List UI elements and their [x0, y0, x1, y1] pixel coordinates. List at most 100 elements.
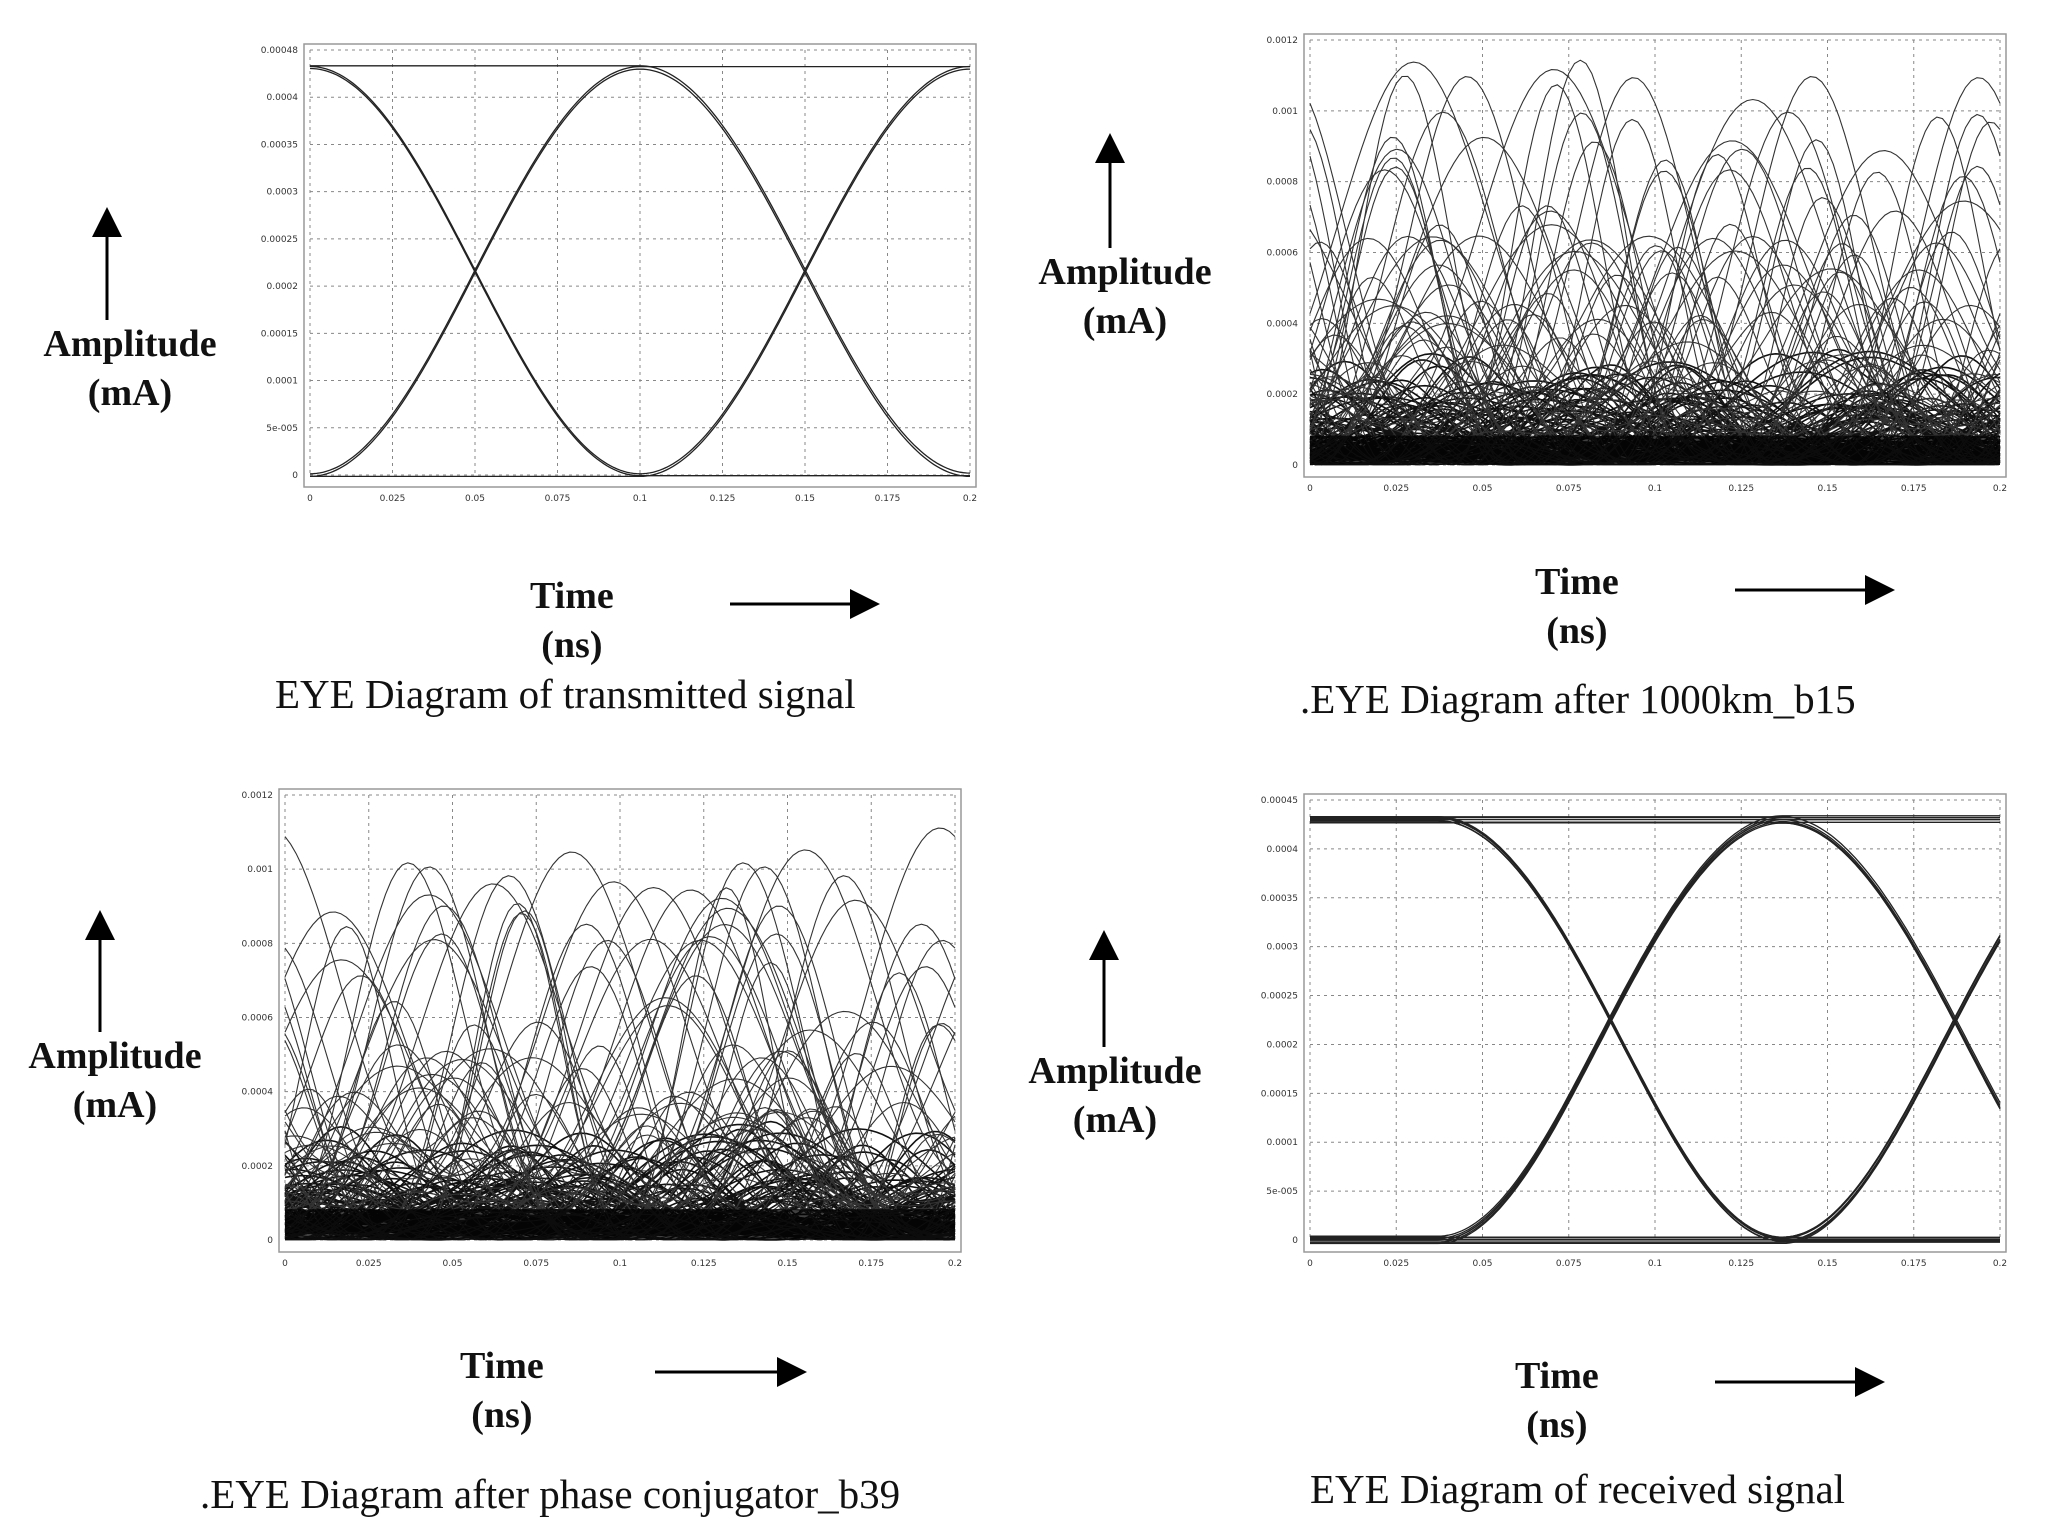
x-tick-label: 0.1 — [1648, 1259, 1662, 1269]
eye-trace — [1310, 819, 2001, 1242]
x-tick-label: 0.025 — [356, 1259, 382, 1269]
eye-trace — [1309, 250, 2001, 466]
plot-frame — [1303, 33, 2007, 478]
eye-trace — [1309, 141, 2001, 466]
y-tick-label: 0.0001 — [1267, 1138, 1299, 1148]
y-tick-label: 0.0003 — [267, 188, 299, 198]
eye-trace — [284, 1068, 956, 1241]
eye-trace — [310, 68, 971, 478]
x-axis-label: Time (ns) — [530, 572, 614, 671]
x-tick-label: 0 — [1307, 484, 1313, 494]
y-tick-label: 0.00048 — [261, 46, 298, 56]
y-tick-label: 0 — [1292, 1236, 1298, 1246]
y-tick-label: 0.00035 — [261, 140, 298, 150]
x-tick-label: 0.125 — [1728, 484, 1754, 494]
eye-trace — [1310, 820, 2000, 1242]
y-tick-label: 0.0012 — [242, 791, 274, 801]
eye-trace — [309, 67, 970, 477]
x-tick-label: 0.2 — [1993, 1259, 2007, 1269]
x-tick-label: 0.025 — [380, 494, 406, 504]
y-tick-label: 0.0006 — [1267, 249, 1299, 259]
eye-trace — [1310, 818, 2000, 1241]
eye-plot-phase-conjugator: 0 0.025 0.05 0.075 0.1 0.125 0.15 0.175 0.2 0 0.00… — [242, 788, 962, 1269]
eye-trace — [309, 65, 970, 475]
eye-trace — [1309, 224, 2001, 466]
y-tick-label: 0.0012 — [1267, 36, 1299, 46]
y-tick-label: 0.00045 — [1261, 796, 1298, 806]
panel-caption: EYE Diagram of transmitted signal — [275, 671, 856, 717]
x-tick-label: 0.05 — [1472, 484, 1492, 494]
x-tick-label: 0.05 — [442, 1259, 462, 1269]
y-tick-label: 0.00025 — [1261, 992, 1298, 1002]
y-tick-label: 0.0008 — [1267, 178, 1299, 188]
eye-trace — [284, 936, 956, 1241]
y-tick-label: 0.0004 — [242, 1088, 274, 1098]
y-tick-label: 0.0003 — [1267, 943, 1299, 953]
y-tick-label: 0.0004 — [267, 93, 299, 103]
eye-trace — [1309, 171, 2001, 466]
x-tick-label: 0.2 — [1993, 484, 2007, 494]
y-tick-label: 0.00025 — [261, 235, 298, 245]
y-tick-label: 0.001 — [247, 865, 273, 875]
x-label-text: Time (ns) — [530, 575, 614, 667]
x-tick-label: 0.125 — [1728, 1259, 1754, 1269]
panel-caption: EYE Diagram of received signal — [1310, 1466, 1846, 1512]
eye-trace — [284, 1095, 956, 1241]
x-tick-label: 0.15 — [795, 494, 815, 504]
x-tick-label: 0.15 — [1817, 1259, 1837, 1269]
y-tick-label: 0.0006 — [242, 1014, 274, 1024]
y-label-line1: Amplitude — [1038, 251, 1212, 293]
y-tick-label: 0.0001 — [267, 377, 299, 387]
eye-trace — [1309, 170, 2001, 466]
plot-frame — [1303, 793, 2007, 1253]
x-tick-label: 0 — [307, 494, 313, 504]
y-tick-label: 0 — [267, 1236, 273, 1246]
eye-trace — [1310, 815, 2000, 1237]
y-label-line2: (mA) — [1082, 300, 1168, 343]
eye-trace — [310, 65, 971, 474]
eye-traces — [309, 65, 971, 478]
x-axis-label: Time (ns) — [1535, 558, 1619, 657]
x-label-text: Time (ns) — [1535, 561, 1619, 653]
y-axis-label: Amplitude (mA) — [1015, 248, 1235, 347]
eye-trace — [309, 68, 971, 478]
x-tick-label: 0.1 — [613, 1259, 627, 1269]
eye-trace — [1310, 817, 2001, 1239]
x-tick-label: 0.05 — [1472, 1259, 1492, 1269]
y-tick-label: 0.0002 — [242, 1162, 274, 1172]
y-tick-label: 0.0002 — [1267, 390, 1299, 400]
y-tick-label: 5e-005 — [266, 424, 298, 434]
y-tick-label: 5e-005 — [1266, 1187, 1298, 1197]
x-tick-label: 0.15 — [1817, 484, 1837, 494]
x-tick-label: 0.125 — [710, 494, 736, 504]
eye-trace — [1310, 819, 2001, 1241]
y-axis-label: Amplitude (mA) — [1000, 1047, 1230, 1146]
y-label-line2: (mA) — [1072, 1099, 1158, 1142]
y-tick-label: 0.001 — [1272, 107, 1298, 117]
plot-frame — [303, 43, 977, 488]
y-tick-label: 0.0002 — [1267, 1040, 1299, 1050]
x-tick-label: 0.025 — [1383, 1259, 1409, 1269]
x-tick-label: 0 — [282, 1259, 288, 1269]
y-tick-label: 0 — [1292, 461, 1298, 471]
x-tick-label: 0.075 — [545, 494, 571, 504]
x-tick-label: 0.1 — [1648, 484, 1662, 494]
eye-plot-received: 0 0.025 0.05 0.075 0.1 0.125 0.15 0.175 0.2 0 5e-0… — [1261, 793, 2007, 1269]
plot-frame — [278, 788, 962, 1253]
eye-trace — [1309, 287, 2001, 466]
x-tick-label: 0.175 — [858, 1259, 884, 1269]
eye-traces — [284, 827, 956, 1241]
y-axis-label: Amplitude (mA) — [0, 1032, 230, 1131]
y-tick-label: 0 — [292, 471, 298, 481]
y-label-line2: (mA) — [72, 1084, 158, 1127]
eye-traces — [1309, 59, 2001, 466]
panel-caption: .EYE Diagram after phase conjugator_b39 — [200, 1471, 901, 1517]
dense-noise-band — [285, 1209, 955, 1240]
y-axis-label: Amplitude (mA) — [20, 320, 240, 419]
eye-trace — [1309, 112, 2001, 466]
x-tick-label: 0.2 — [963, 494, 977, 504]
x-tick-label: 0.075 — [523, 1259, 549, 1269]
y-tick-label: 0.00035 — [1261, 894, 1298, 904]
eye-trace — [1310, 822, 2001, 1109]
eye-trace — [284, 925, 956, 1241]
